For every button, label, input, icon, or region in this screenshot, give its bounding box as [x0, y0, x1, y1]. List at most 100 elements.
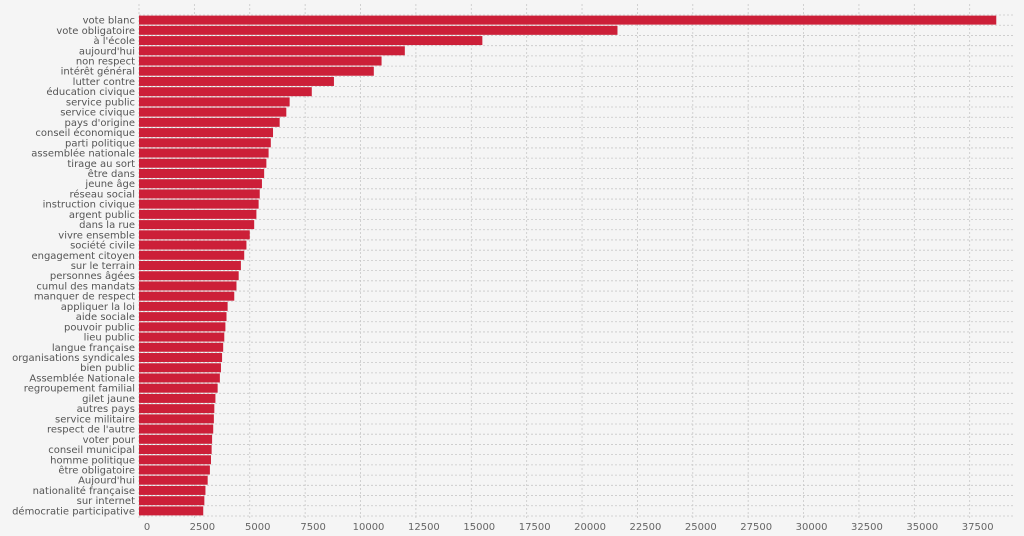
category-label: aide sociale — [76, 312, 135, 323]
bar — [139, 36, 483, 46]
category-label: nationalité française — [33, 485, 135, 497]
category-label: être obligatoire — [58, 464, 135, 476]
x-tick-label: 35000 — [906, 522, 938, 533]
category-label: argent public — [69, 210, 135, 221]
bar — [139, 291, 235, 301]
bar — [139, 332, 225, 342]
bar — [139, 87, 312, 97]
category-label: gilet jaune — [82, 394, 135, 405]
x-tick-label: 37500 — [962, 522, 994, 533]
bar — [139, 373, 220, 383]
x-tick-label: 27500 — [740, 522, 772, 533]
bar — [139, 465, 210, 475]
category-label: respect de l'autre — [47, 425, 135, 436]
bar — [139, 434, 213, 444]
bar — [139, 393, 216, 403]
bar — [139, 383, 218, 393]
category-label: Aujourd'hui — [78, 476, 135, 487]
category-label: service public — [66, 97, 135, 108]
category-label: voter pour — [83, 435, 136, 446]
bar — [139, 46, 405, 56]
bar — [139, 301, 228, 311]
category-label: instruction civique — [43, 200, 135, 211]
category-label: conseil économique — [35, 127, 135, 139]
category-label: organisations syndicales — [12, 353, 135, 364]
x-tick-label: 30000 — [796, 522, 828, 533]
x-tick-label: 5000 — [245, 522, 270, 533]
bar — [139, 168, 265, 178]
category-label: langue française — [52, 343, 135, 354]
bar — [139, 138, 271, 148]
category-label: jeune âge — [84, 178, 135, 190]
category-label: tirage au sort — [67, 159, 135, 170]
bar — [139, 128, 274, 138]
bar — [139, 25, 618, 35]
x-tick-label: 22500 — [630, 522, 662, 533]
category-label: lieu public — [84, 333, 135, 344]
bar — [139, 414, 214, 424]
category-label: vote blanc — [83, 16, 135, 27]
x-tick-label: 15000 — [463, 522, 495, 533]
bar — [139, 189, 260, 199]
category-label: Assemblée Nationale — [29, 372, 135, 384]
category-label: engagement citoyen — [31, 251, 135, 262]
grid — [138, 4, 1014, 518]
x-tick-label: 10000 — [353, 522, 385, 533]
bar — [139, 342, 224, 352]
category-label: pays d'origine — [64, 118, 135, 129]
category-label: parti politique — [65, 138, 135, 149]
category-label: à l'école — [93, 35, 135, 47]
x-tick-label: 20000 — [574, 522, 606, 533]
x-tick-label: 0 — [144, 522, 150, 533]
bar — [139, 179, 262, 189]
x-tick-label: 7500 — [300, 522, 325, 533]
bar — [139, 404, 215, 414]
category-label: vivre ensemble — [58, 230, 135, 241]
category-label: cumul des mandats — [36, 281, 135, 292]
category-label: sur le terrain — [71, 261, 135, 272]
category-label: service militaire — [55, 414, 135, 425]
category-label: autres pays — [77, 404, 135, 415]
bar — [139, 424, 214, 434]
bar — [139, 209, 257, 219]
bar — [139, 475, 208, 485]
category-label: intérêt général — [61, 66, 135, 78]
x-tick-label: 2500 — [190, 522, 215, 533]
bar — [139, 117, 280, 127]
bar — [139, 240, 247, 250]
category-label: non respect — [76, 57, 135, 68]
bar — [139, 76, 334, 86]
category-label: vote obligatoire — [56, 26, 135, 37]
bar — [139, 485, 206, 495]
category-label: être dans — [88, 168, 135, 180]
bar — [139, 281, 237, 291]
bar — [139, 271, 239, 281]
bar — [139, 250, 245, 260]
x-tick-label: 32500 — [851, 522, 883, 533]
category-label: appliquer la loi — [61, 302, 135, 313]
bars — [139, 15, 997, 516]
category-label: réseau social — [69, 188, 135, 200]
bar — [139, 322, 226, 332]
category-label: personnes âgées — [50, 270, 135, 282]
bar — [139, 363, 221, 373]
bar — [139, 97, 290, 107]
category-label: assemblée nationale — [31, 148, 135, 160]
category-label: sur internet — [77, 496, 135, 507]
x-tick-label: 12500 — [408, 522, 440, 533]
bar — [139, 199, 259, 209]
category-label: dans la rue — [79, 220, 135, 231]
category-label: lutter contre — [73, 77, 135, 88]
category-label: manquer de respect — [34, 292, 135, 303]
category-label: bien public — [80, 363, 135, 374]
bar — [139, 506, 204, 516]
bar — [139, 15, 997, 25]
bar — [139, 220, 255, 230]
category-label: société civile — [70, 240, 135, 252]
bar — [139, 312, 227, 322]
x-tick-label: 17500 — [519, 522, 551, 533]
bar — [139, 455, 211, 465]
category-label: démocratie participative — [12, 505, 135, 517]
bar — [139, 353, 223, 363]
